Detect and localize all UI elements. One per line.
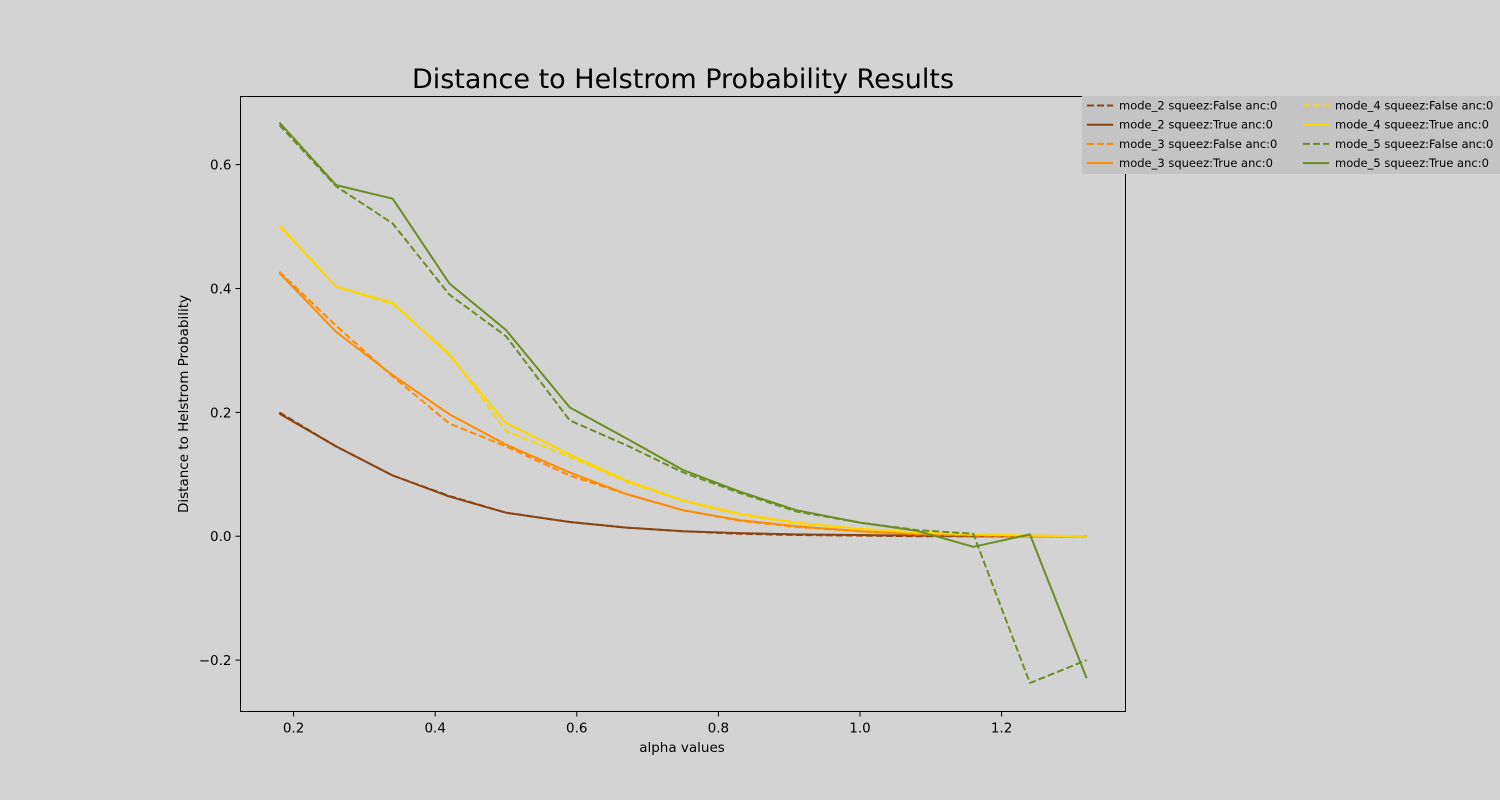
- y-axis-ticks: −0.2 0.0 0.2 0.4 0.6: [199, 158, 241, 669]
- plot-area: [240, 96, 1126, 712]
- y-tick-label: 0.4: [210, 281, 231, 297]
- legend-label: mode_2 squeez:False anc:0: [1119, 99, 1277, 113]
- y-tick-label: 0.0: [210, 529, 231, 545]
- series-line-mode-5-squeez-false-anc-0: [278, 124, 1087, 684]
- legend-label: mode_2 squeez:True anc:0: [1119, 118, 1273, 132]
- y-tick-label: 0.2: [210, 405, 231, 421]
- series-line-mode-4-squeez-true-anc-0: [278, 224, 1087, 538]
- legend-label: mode_4 squeez:True anc:0: [1335, 118, 1489, 132]
- x-tick-label: 1.2: [991, 721, 1012, 737]
- legend-label: mode_3 squeez:True anc:0: [1119, 156, 1273, 170]
- series-line-mode-5-squeez-true-anc-0: [278, 121, 1088, 679]
- x-tick-label: 0.2: [283, 721, 304, 737]
- x-tick-label: 0.8: [708, 721, 729, 737]
- y-tick-label: 0.6: [210, 158, 231, 174]
- y-axis-label: Distance to Helstrom Probability: [176, 295, 192, 513]
- y-tick-label: −0.2: [199, 653, 232, 669]
- x-axis-label: alpha values: [639, 740, 725, 756]
- x-axis-ticks: 0.2 0.4 0.6 0.8 1.0 1.2: [283, 711, 1012, 737]
- x-tick-label: 0.4: [424, 721, 445, 737]
- legend-label: mode_5 squeez:True anc:0: [1335, 156, 1489, 170]
- legend-label: mode_5 squeez:False anc:0: [1335, 137, 1493, 151]
- legend: mode_2 squeez:False anc:0 mode_2 squeez:T…: [1082, 96, 1500, 174]
- series-lines: [278, 121, 1088, 684]
- plot-frame: [240, 96, 1126, 712]
- chart-title: Distance to Helstrom Probability Results: [412, 64, 954, 95]
- legend-frame: [1082, 96, 1500, 174]
- legend-label: mode_3 squeez:False anc:0: [1119, 137, 1277, 151]
- legend-label: mode_4 squeez:False anc:0: [1335, 99, 1493, 113]
- x-tick-label: 1.0: [849, 721, 870, 737]
- x-tick-label: 0.6: [566, 721, 587, 737]
